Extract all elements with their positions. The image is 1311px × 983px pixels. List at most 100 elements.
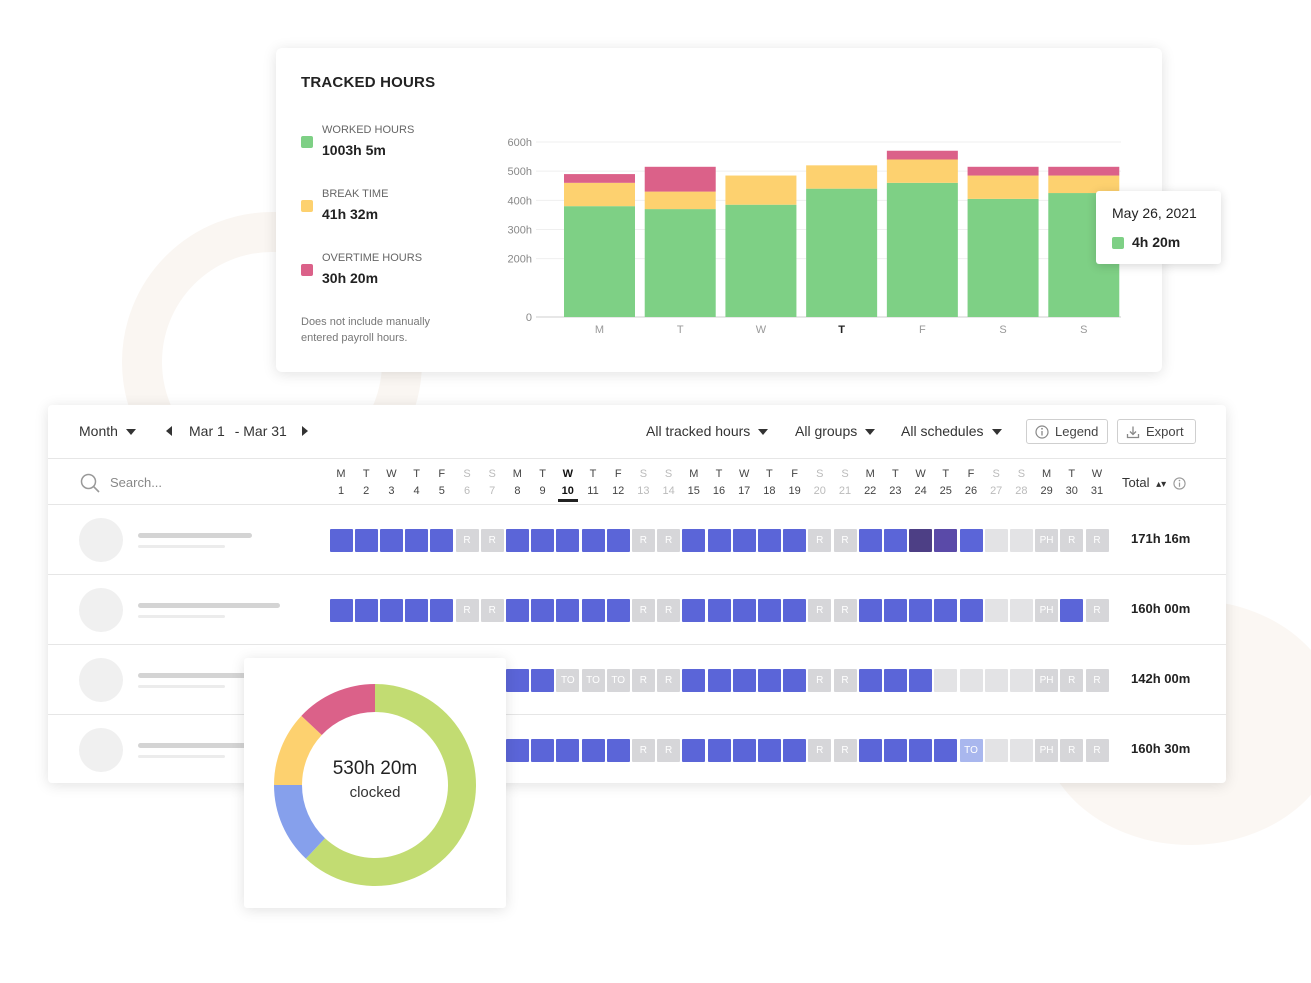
day-cell[interactable]: R xyxy=(1060,529,1084,552)
day-cell[interactable] xyxy=(883,529,907,552)
next-arrow-icon[interactable] xyxy=(302,426,308,436)
day-cell[interactable]: R xyxy=(455,529,479,552)
day-cell[interactable]: R xyxy=(480,529,504,552)
day-cell[interactable] xyxy=(883,669,907,692)
bar-segment[interactable] xyxy=(564,182,635,207)
day-cell[interactable] xyxy=(909,669,933,692)
day-cell[interactable] xyxy=(934,529,958,552)
day-cell[interactable] xyxy=(732,599,756,622)
day-cell[interactable] xyxy=(707,599,731,622)
bar-segment[interactable] xyxy=(1048,166,1120,176)
day-cell[interactable] xyxy=(883,739,907,762)
day-cell[interactable] xyxy=(858,599,882,622)
day-cell[interactable] xyxy=(682,739,706,762)
day-cell[interactable] xyxy=(379,599,403,622)
day-cell[interactable]: R xyxy=(1085,529,1109,552)
day-cell[interactable] xyxy=(783,599,807,622)
day-cell[interactable]: R xyxy=(631,739,655,762)
day-cell[interactable] xyxy=(682,599,706,622)
day-cell[interactable]: R xyxy=(833,669,857,692)
day-cell[interactable] xyxy=(858,669,882,692)
day-cell[interactable]: R xyxy=(1060,739,1084,762)
bar-segment[interactable] xyxy=(725,204,797,317)
day-cell[interactable] xyxy=(757,529,781,552)
day-cell[interactable] xyxy=(354,529,378,552)
day-cell[interactable]: R xyxy=(480,599,504,622)
day-cell[interactable] xyxy=(984,669,1008,692)
day-cell[interactable] xyxy=(732,529,756,552)
day-cell[interactable] xyxy=(1009,529,1033,552)
day-cell[interactable] xyxy=(1009,739,1033,762)
groups-filter[interactable]: All groups xyxy=(795,423,876,439)
day-cell[interactable]: TO xyxy=(556,669,580,692)
day-cell[interactable] xyxy=(707,739,731,762)
bar-segment[interactable] xyxy=(1048,175,1120,194)
day-cell[interactable] xyxy=(858,529,882,552)
day-cell[interactable] xyxy=(959,529,983,552)
day-cell[interactable] xyxy=(531,669,555,692)
day-cell[interactable] xyxy=(329,599,353,622)
day-cell[interactable]: PH xyxy=(1035,669,1059,692)
employee-row[interactable]: RRRRRRTOPHRR160h 30m xyxy=(48,715,1226,785)
day-cell[interactable] xyxy=(732,669,756,692)
day-cell[interactable] xyxy=(984,529,1008,552)
bar-segment[interactable] xyxy=(806,188,878,317)
day-cell[interactable]: R xyxy=(1060,669,1084,692)
day-cell[interactable] xyxy=(606,599,630,622)
day-cell[interactable] xyxy=(984,739,1008,762)
employee-row[interactable]: R R R R R R PH R 160h 00m xyxy=(48,575,1226,645)
day-cell[interactable]: R xyxy=(808,669,832,692)
day-cell[interactable] xyxy=(984,599,1008,622)
employee-row[interactable]: R R R R R R PH R R 171h 16m xyxy=(48,505,1226,575)
day-cell[interactable] xyxy=(1009,599,1033,622)
day-cell[interactable] xyxy=(1060,599,1084,622)
day-cell[interactable]: R xyxy=(631,669,655,692)
donut-segment[interactable] xyxy=(305,684,476,886)
day-cell[interactable] xyxy=(732,739,756,762)
day-cell[interactable] xyxy=(959,599,983,622)
day-cell[interactable]: R xyxy=(833,529,857,552)
day-cell[interactable]: R xyxy=(657,599,681,622)
day-cell[interactable] xyxy=(379,529,403,552)
schedules-filter[interactable]: All schedules xyxy=(901,423,1002,439)
bar-segment[interactable] xyxy=(644,209,716,317)
donut-segment[interactable] xyxy=(274,785,326,859)
day-cell[interactable] xyxy=(883,599,907,622)
day-cell[interactable]: TO xyxy=(581,669,605,692)
day-cell[interactable] xyxy=(909,739,933,762)
day-cell[interactable] xyxy=(606,529,630,552)
day-cell[interactable] xyxy=(581,599,605,622)
day-cell[interactable]: R xyxy=(808,599,832,622)
total-column-header[interactable]: Total ▴▾ xyxy=(1122,475,1186,490)
day-cell[interactable] xyxy=(909,599,933,622)
day-cell[interactable] xyxy=(783,739,807,762)
day-cell[interactable] xyxy=(909,529,933,552)
search-input[interactable]: Search... xyxy=(110,475,163,490)
day-cell[interactable]: R xyxy=(657,739,681,762)
period-dropdown[interactable]: Month xyxy=(79,423,136,439)
day-cell[interactable] xyxy=(556,529,580,552)
bar-segment[interactable] xyxy=(806,165,878,189)
day-cell[interactable] xyxy=(959,669,983,692)
day-cell[interactable] xyxy=(757,669,781,692)
day-cell[interactable]: R xyxy=(833,599,857,622)
day-cell[interactable] xyxy=(682,669,706,692)
day-cell[interactable] xyxy=(531,739,555,762)
day-cell[interactable] xyxy=(556,739,580,762)
employee-row[interactable]: RRTOTOTORRRRPHRR142h 00m xyxy=(48,645,1226,715)
day-cell[interactable] xyxy=(556,599,580,622)
bar-segment[interactable] xyxy=(886,182,958,317)
day-cell[interactable] xyxy=(682,529,706,552)
day-cell[interactable] xyxy=(430,529,454,552)
bar-segment[interactable] xyxy=(564,174,635,183)
day-cell[interactable] xyxy=(531,599,555,622)
day-cell[interactable]: PH xyxy=(1035,599,1059,622)
day-cell[interactable] xyxy=(531,529,555,552)
day-cell[interactable] xyxy=(405,529,429,552)
bar-segment[interactable] xyxy=(886,159,958,183)
legend-button[interactable]: Legend xyxy=(1026,419,1108,444)
export-button[interactable]: Export xyxy=(1117,419,1196,444)
day-cell[interactable] xyxy=(329,529,353,552)
day-cell[interactable]: R xyxy=(808,529,832,552)
day-cell[interactable]: R xyxy=(808,739,832,762)
